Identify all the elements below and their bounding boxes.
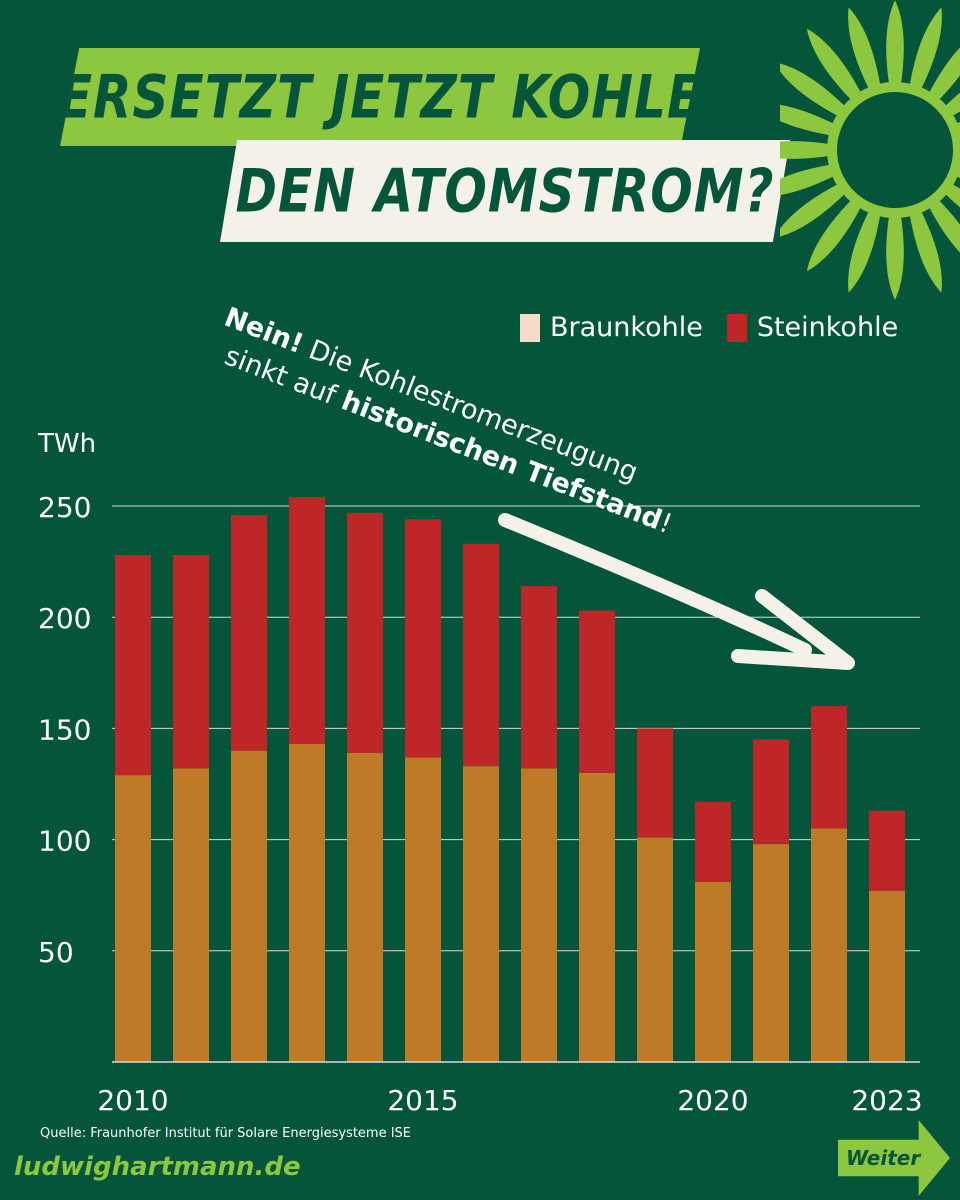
bar-braunkohle-2010: [115, 775, 151, 1062]
bar-braunkohle-2021: [753, 844, 789, 1062]
bar-steinkohle-2019: [637, 728, 673, 838]
bar-steinkohle-2011: [173, 554, 209, 769]
y-tick-label: 150: [38, 713, 91, 746]
footer-url-link[interactable]: ludwighartmann.de: [14, 1152, 301, 1182]
y-tick-label: 250: [38, 491, 91, 524]
y-tick-label: 100: [38, 825, 91, 858]
bar-braunkohle-2016: [463, 766, 499, 1062]
bar-steinkohle-2022: [811, 706, 847, 829]
bar-braunkohle-2012: [231, 750, 267, 1062]
y-tick-label: 200: [38, 602, 91, 635]
sunflower-logo-icon: [780, 0, 960, 300]
headline-banner-1: ERSETZT JETZT KOHLE: [60, 48, 700, 146]
bar-braunkohle-2015: [405, 757, 441, 1062]
bar-steinkohle-2023: [869, 810, 905, 891]
x-tick-label: 2010: [97, 1084, 168, 1117]
bar-braunkohle-2020: [695, 881, 731, 1062]
bar-braunkohle-2022: [811, 828, 847, 1062]
legend-swatch-braunkohle: [520, 313, 540, 342]
arrow-shaft: [498, 513, 812, 657]
sunflower-center: [837, 92, 953, 208]
legend-swatch-steinkohle: [726, 313, 747, 342]
bar-braunkohle-2019: [637, 837, 673, 1062]
y-tick-label: 50: [38, 936, 74, 969]
source-note: Quelle: Fraunhofer Institut für Solare E…: [40, 1126, 412, 1141]
legend-label-steinkohle: Steinkohle: [756, 312, 899, 343]
headline-banner-2: DEN ATOMSTROM?: [220, 140, 790, 242]
chart-legend: Braunkohle Steinkohle: [520, 312, 922, 343]
sunflower-petals: [780, 0, 960, 300]
bar-braunkohle-2018: [579, 772, 615, 1062]
bar-braunkohle-2014: [347, 752, 383, 1062]
bar-steinkohle-2016: [463, 543, 499, 767]
bar-steinkohle-2020: [695, 801, 731, 882]
bar-steinkohle-2017: [521, 586, 557, 769]
x-tick-label: 2023: [851, 1084, 922, 1117]
bar-braunkohle-2017: [521, 768, 557, 1062]
bar-braunkohle-2023: [869, 890, 905, 1062]
bar-steinkohle-2014: [347, 512, 383, 753]
bar-braunkohle-2011: [173, 768, 209, 1062]
bar-steinkohle-2012: [231, 514, 267, 751]
legend-label-braunkohle: Braunkohle: [550, 312, 703, 343]
arrow-head-icon: [731, 589, 855, 670]
next-button-label: Weiter: [846, 1146, 921, 1170]
headline-line-2: DEN ATOMSTROM?: [235, 156, 775, 226]
headline-line-1: ERSETZT JETZT KOHLE: [57, 62, 703, 132]
x-tick-label: 2020: [677, 1084, 748, 1117]
x-tick-label: 2015: [387, 1084, 458, 1117]
y-axis-label: TWh: [37, 429, 96, 459]
bar-steinkohle-2021: [753, 739, 789, 845]
bar-braunkohle-2013: [289, 743, 325, 1062]
bar-steinkohle-2015: [405, 519, 441, 758]
bar-steinkohle-2010: [115, 554, 151, 776]
bar-steinkohle-2018: [579, 610, 615, 773]
bar-steinkohle-2013: [289, 497, 325, 744]
